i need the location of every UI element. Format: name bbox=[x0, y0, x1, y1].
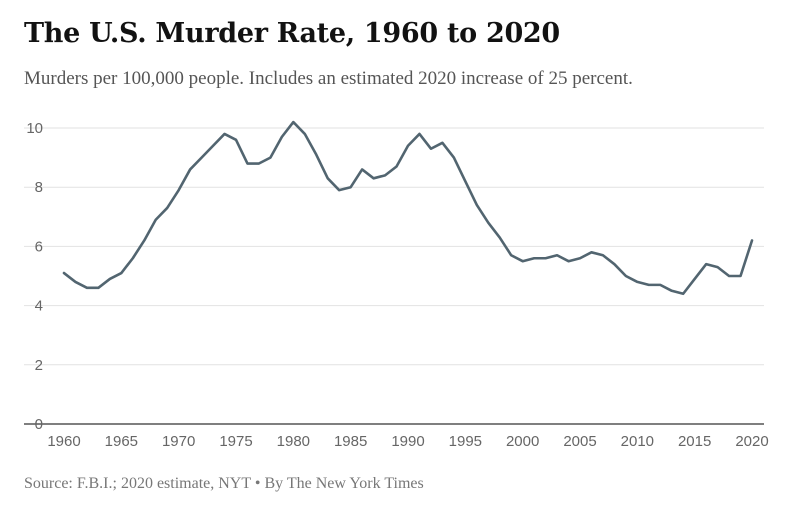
x-tick-label-1995: 1995 bbox=[449, 433, 482, 450]
x-tick-label-1960: 1960 bbox=[47, 433, 80, 450]
data-point-2000 bbox=[520, 258, 526, 264]
x-tick-label-2015: 2015 bbox=[678, 433, 711, 450]
murder-rate-line-chart: 0 2 4 6 8 10 1960 1965 1970 1975 1980 1985 1990 1995… bbox=[24, 119, 769, 450]
data-point-2008 bbox=[611, 261, 617, 267]
data-point-1999 bbox=[508, 252, 514, 258]
data-point-1976 bbox=[244, 161, 250, 167]
data-point-1995 bbox=[462, 178, 468, 184]
data-point-2006 bbox=[588, 249, 594, 255]
data-point-1990 bbox=[405, 143, 411, 149]
x-tick-label-1975: 1975 bbox=[219, 433, 252, 450]
y-tick-label-8: 8 bbox=[35, 179, 43, 196]
data-point-2013 bbox=[669, 288, 675, 294]
chart-subtitle: Murders per 100,000 people. Includes an … bbox=[24, 68, 633, 89]
data-point-2018 bbox=[726, 273, 732, 279]
y-axis-tick-labels: 0 2 4 6 8 10 bbox=[26, 120, 43, 433]
data-point-1967 bbox=[141, 237, 147, 243]
data-point-2015 bbox=[692, 276, 698, 282]
data-point-1963 bbox=[95, 285, 101, 291]
source-note: Source: F.B.I.; 2020 estimate, NYT • By … bbox=[24, 475, 424, 492]
x-tick-label-2005: 2005 bbox=[563, 433, 596, 450]
data-point-1981 bbox=[302, 131, 308, 137]
data-point-2010 bbox=[634, 279, 640, 285]
data-point-1985 bbox=[348, 184, 354, 190]
data-point-2009 bbox=[623, 273, 629, 279]
data-point-1997 bbox=[485, 220, 491, 226]
data-point-2002 bbox=[543, 255, 549, 261]
y-tick-label-6: 6 bbox=[35, 238, 43, 255]
data-point-1994 bbox=[451, 155, 457, 161]
x-tick-label-1965: 1965 bbox=[105, 433, 138, 450]
data-point-1972 bbox=[199, 155, 205, 161]
data-point-1992 bbox=[428, 146, 434, 152]
data-point-1971 bbox=[187, 166, 193, 172]
data-point-2001 bbox=[531, 255, 537, 261]
x-tick-label-1990: 1990 bbox=[391, 433, 424, 450]
data-point-2011 bbox=[646, 282, 652, 288]
data-point-1974 bbox=[222, 131, 228, 137]
data-point-2016 bbox=[703, 261, 709, 267]
data-point-2012 bbox=[657, 282, 663, 288]
data-point-2019 bbox=[738, 273, 744, 279]
data-point-1983 bbox=[325, 175, 331, 181]
data-point-1962 bbox=[84, 285, 90, 291]
data-point-1960 bbox=[61, 270, 67, 276]
data-point-1988 bbox=[382, 172, 388, 178]
data-point-1970 bbox=[176, 187, 182, 193]
data-point-1987 bbox=[371, 175, 377, 181]
data-point-1986 bbox=[359, 166, 365, 172]
y-tick-label-2: 2 bbox=[35, 357, 43, 374]
gridlines bbox=[24, 127, 764, 366]
data-point-2007 bbox=[600, 252, 606, 258]
data-point-1982 bbox=[313, 152, 319, 158]
data-point-1965 bbox=[118, 270, 124, 276]
series-line-0 bbox=[62, 120, 754, 296]
x-axis-tick-labels: 1960 1965 1970 1975 1980 1985 1990 1995 2000 2005… bbox=[47, 433, 768, 450]
data-point-1977 bbox=[256, 161, 262, 167]
data-point-2017 bbox=[715, 264, 721, 270]
data-point-1975 bbox=[233, 137, 239, 143]
data-point-1979 bbox=[279, 134, 285, 140]
data-point-1989 bbox=[394, 163, 400, 169]
data-point-1978 bbox=[267, 155, 273, 161]
data-point-1991 bbox=[416, 131, 422, 137]
data-point-1980 bbox=[290, 119, 296, 125]
data-point-2014 bbox=[680, 291, 686, 297]
data-point-2005 bbox=[577, 255, 583, 261]
data-point-1973 bbox=[210, 143, 216, 149]
y-tick-label-10: 10 bbox=[26, 120, 43, 137]
data-point-1968 bbox=[153, 217, 159, 223]
data-point-2003 bbox=[554, 252, 560, 258]
x-tick-label-2020: 2020 bbox=[735, 433, 768, 450]
data-point-2004 bbox=[566, 258, 572, 264]
data-point-1964 bbox=[107, 276, 113, 282]
x-tick-label-1970: 1970 bbox=[162, 433, 195, 450]
y-tick-label-0: 0 bbox=[35, 416, 43, 433]
data-point-1969 bbox=[164, 205, 170, 211]
data-point-1966 bbox=[130, 255, 136, 261]
x-tick-label-1980: 1980 bbox=[277, 433, 310, 450]
data-point-1984 bbox=[336, 187, 342, 193]
chart-title: The U.S. Murder Rate, 1960 to 2020 bbox=[24, 18, 560, 49]
data-point-1996 bbox=[474, 202, 480, 208]
data-point-1961 bbox=[72, 279, 78, 285]
x-tick-label-2000: 2000 bbox=[506, 433, 539, 450]
y-tick-label-4: 4 bbox=[35, 298, 43, 315]
data-point-1998 bbox=[497, 235, 503, 241]
series-layer bbox=[61, 119, 755, 297]
x-tick-label-1985: 1985 bbox=[334, 433, 367, 450]
data-point-2020 bbox=[749, 237, 755, 243]
data-point-1993 bbox=[439, 140, 445, 146]
x-tick-label-2010: 2010 bbox=[621, 433, 654, 450]
